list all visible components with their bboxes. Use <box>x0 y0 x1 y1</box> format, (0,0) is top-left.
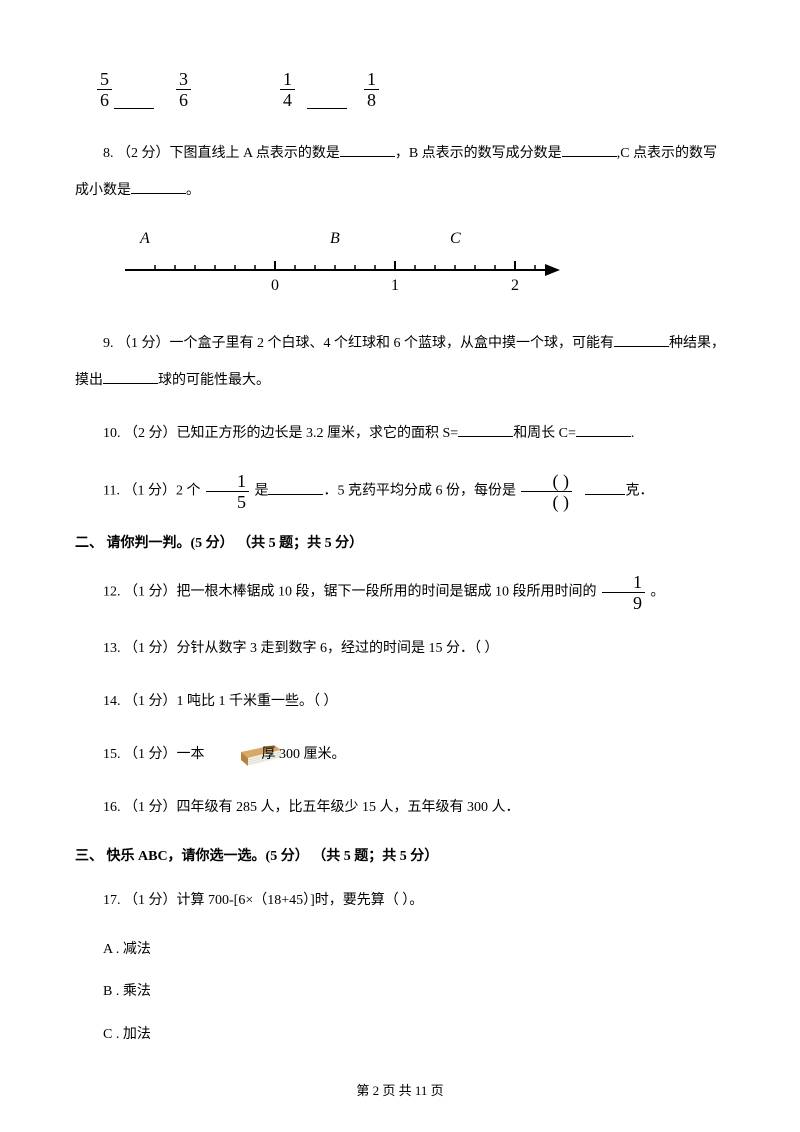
section-3-title: 三、 快乐 ABC，请你选一选。(5 分） （共 5 题；共 5 分） <box>75 846 725 868</box>
q9-blank-1 <box>614 333 669 347</box>
question-13: 13. （1 分）分针从数字 3 走到数字 6，经过的时间是 15 分．（ ） <box>75 634 725 665</box>
svg-text:1: 1 <box>391 277 399 294</box>
question-14: 14. （1 分）1 吨比 1 千米重一些。（ ） <box>75 687 725 718</box>
fraction-1-9: 1 9 <box>602 573 645 612</box>
q9-blank-2 <box>103 370 158 384</box>
book-icon <box>208 740 258 770</box>
section-2-title: 二、 请你判一判。(5 分） （共 5 题；共 5 分） <box>75 533 725 555</box>
question-8-cont: 成小数是。 <box>75 174 725 208</box>
svg-text:B: B <box>330 230 340 247</box>
question-17: 17. （1 分）计算 700-[6×（18+45）]时，要先算（ ）。 <box>75 886 725 917</box>
question-8: 8. （2 分）下图直线上 A 点表示的数是，B 点表示的数写成分数是,C 点表… <box>75 139 725 170</box>
q8-blank-3 <box>131 180 186 194</box>
svg-text:C: C <box>450 230 461 247</box>
q10-blank-1 <box>458 423 513 437</box>
question-15: 15. （1 分）一本 厚 300 厘米。 <box>75 740 725 771</box>
q8-blank-1 <box>340 143 395 157</box>
option-17b: B . 乘法 <box>75 981 725 1003</box>
q10-blank-2 <box>576 423 631 437</box>
question-9: 9. （1 分）一个盒子里有 2 个白球、4 个红球和 6 个蓝球，从盒中摸一个… <box>75 329 725 360</box>
fraction-brackets: ( ) ( ) <box>521 472 572 511</box>
fraction-1-4: 1 4 <box>280 70 295 109</box>
blank-1 <box>114 95 154 109</box>
blank-2 <box>307 95 347 109</box>
q11-blank-1 <box>268 481 323 495</box>
number-line-diagram: 0 1 2 A B C <box>105 225 725 303</box>
question-11: 11. （1 分）2 个 1 5 是．5 克药平均分成 6 份，每份是 ( ) … <box>75 472 725 511</box>
fraction-1-5: 1 5 <box>206 472 249 511</box>
q11-blank-2 <box>585 481 625 495</box>
question-9-cont: 摸出球的可能性最大。 <box>75 364 725 398</box>
svg-text:0: 0 <box>271 277 279 294</box>
question-12: 12. （1 分）把一根木棒锯成 10 段，锯下一段所用的时间是锯成 10 段所… <box>75 573 725 612</box>
question-10: 10. （2 分）已知正方形的边长是 3.2 厘米，求它的面积 S=和周长 C=… <box>75 419 725 450</box>
option-17a: A . 减法 <box>75 939 725 961</box>
fraction-5-6: 5 6 <box>97 70 112 109</box>
svg-text:2: 2 <box>511 277 519 294</box>
question-16: 16. （1 分）四年级有 285 人，比五年级少 15 人，五年级有 300 … <box>75 793 725 824</box>
number-line-svg: 0 1 2 A B C <box>105 225 565 295</box>
q8-blank-2 <box>562 143 617 157</box>
svg-text:A: A <box>139 230 150 247</box>
option-17c: C . 加法 <box>75 1024 725 1046</box>
fraction-1-8: 1 8 <box>364 70 379 109</box>
fraction-comparison-row: 5 6 3 6 1 4 1 8 <box>95 70 725 109</box>
fraction-3-6: 3 6 <box>176 70 191 109</box>
page-footer: 第 2 页 共 11 页 <box>0 1081 800 1102</box>
